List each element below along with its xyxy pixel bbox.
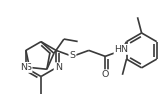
Text: HN: HN xyxy=(115,45,129,54)
Text: O: O xyxy=(101,70,109,79)
Text: S: S xyxy=(69,51,75,60)
Text: N: N xyxy=(55,63,62,72)
Text: N: N xyxy=(20,63,27,72)
Text: S: S xyxy=(26,63,32,72)
